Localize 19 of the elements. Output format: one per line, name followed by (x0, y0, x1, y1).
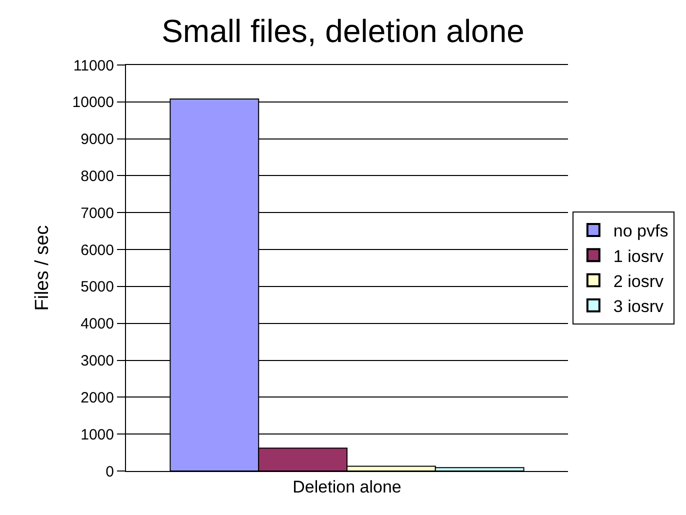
y-tick-label: 1000 (80, 426, 114, 444)
legend-label: 2 iosrv (613, 272, 664, 291)
y-tick-label: 7000 (80, 204, 114, 222)
y-tick-label: 6000 (80, 242, 114, 259)
legend-label: no pvfs (613, 222, 668, 241)
legend-label: 3 iosrv (613, 296, 664, 316)
y-tick-label: 11000 (73, 57, 114, 74)
y-tick-label: 8000 (80, 168, 114, 185)
y-tick-label: 9000 (80, 131, 114, 148)
legend-label: 1 iosrv (613, 246, 664, 266)
y-tick-label: 3000 (80, 352, 114, 370)
y-tick-label: 5000 (80, 278, 114, 296)
y-axis-title: Files / sec (32, 225, 54, 311)
x-tick-label: Deletion alone (292, 477, 402, 496)
y-tick-label: 10000 (72, 94, 114, 112)
chart-title: Small files, deletion alone (162, 13, 524, 50)
y-tick-label: 0 (106, 463, 114, 480)
y-tick-label: 2000 (80, 389, 114, 406)
y-tick-label: 4000 (80, 316, 114, 333)
